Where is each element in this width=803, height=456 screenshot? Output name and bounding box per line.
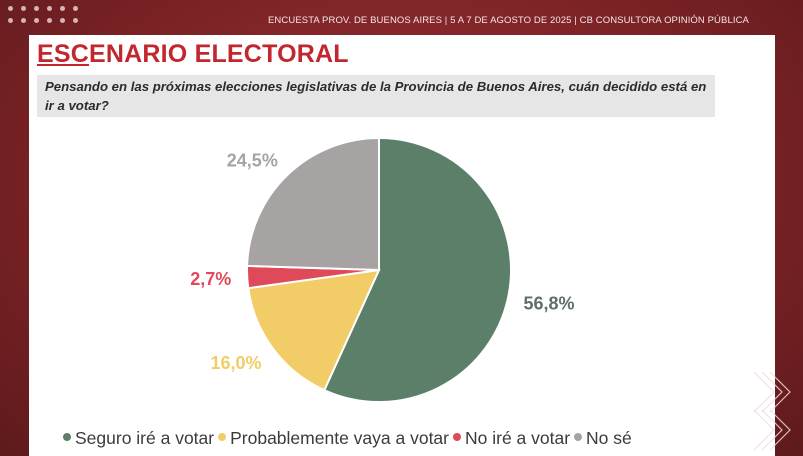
- legend-label: Seguro iré a votar: [75, 428, 215, 448]
- data-label: 24,5%: [227, 150, 278, 170]
- legend-item: No iré a votar: [453, 428, 570, 449]
- decorative-chevrons: [753, 371, 791, 451]
- legend-swatch: [63, 433, 71, 442]
- pie-slice: [247, 268, 381, 392]
- survey-header: ENCUESTA PROV. DE BUENOS AIRES | 5 A 7 D…: [268, 15, 749, 26]
- pie-slice: [322, 136, 512, 403]
- decorative-dots: [8, 6, 98, 36]
- legend-label: Probablemente vaya a votar: [230, 428, 449, 448]
- data-label: 2,7%: [190, 269, 231, 289]
- pie-slice: [246, 136, 380, 272]
- legend-swatch: [453, 433, 461, 442]
- title-underlined-part: ESC: [37, 40, 90, 68]
- legend-item: Seguro iré a votar: [63, 428, 214, 449]
- legend-label: No iré a votar: [465, 428, 571, 448]
- page-title: ESCENARIO ELECTORAL: [37, 40, 349, 69]
- chart-legend: Seguro iré a votar Probablemente vaya a v…: [63, 428, 763, 449]
- data-label: 16,0%: [211, 353, 262, 373]
- pie-chart: 56,8% 16,0% 2,7% 24,5%: [190, 136, 575, 403]
- legend-item: No sé: [574, 428, 632, 449]
- slide-panel: ESCENARIO ELECTORAL Pensando en las próx…: [29, 35, 775, 456]
- title-rest: ENARIO ELECTORAL: [89, 40, 349, 68]
- data-label: 56,8%: [523, 294, 574, 314]
- legend-swatch: [218, 433, 227, 442]
- legend-item: Probablemente vaya a votar: [218, 428, 449, 449]
- legend-swatch: [574, 433, 583, 442]
- legend-label: No sé: [586, 428, 632, 448]
- question-text: Pensando en las próximas elecciones legi…: [37, 75, 715, 117]
